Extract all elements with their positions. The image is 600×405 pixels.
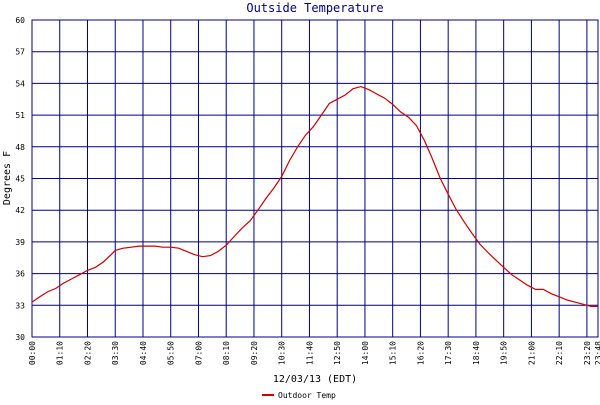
y-tick-label: 48 bbox=[15, 143, 25, 152]
y-tick-label: 42 bbox=[15, 206, 25, 215]
series-line-outdoor-temp bbox=[31, 85, 598, 307]
series-layer bbox=[31, 85, 598, 307]
x-axis-label: 12/03/13 (EDT) bbox=[273, 374, 357, 385]
x-tick-label: 18:40 bbox=[472, 341, 481, 365]
y-tick-label: 45 bbox=[15, 175, 25, 184]
y-tick-label: 51 bbox=[15, 111, 25, 120]
x-tick-label: 09:20 bbox=[250, 341, 259, 365]
x-tick-label: 22:10 bbox=[555, 341, 564, 365]
legend: Outdoor Temp bbox=[262, 391, 336, 400]
y-axis-label: Degrees F bbox=[2, 151, 13, 205]
x-tick-label: 05:50 bbox=[167, 341, 176, 365]
x-tick-label: 17:30 bbox=[444, 341, 453, 365]
chart-title: Outside Temperature bbox=[246, 1, 383, 15]
x-tick-label: 11:40 bbox=[305, 341, 314, 365]
x-tick-label: 12:50 bbox=[333, 341, 342, 365]
x-tick-label: 23:48 bbox=[594, 341, 600, 365]
x-tick-label: 15:10 bbox=[389, 341, 398, 365]
x-tick-label: 04:40 bbox=[139, 341, 148, 365]
x-tick-label: 00:00 bbox=[28, 341, 37, 365]
x-tick-label: 16:20 bbox=[416, 341, 425, 365]
x-tick-label: 02:20 bbox=[83, 341, 92, 365]
x-tick-label: 23:20 bbox=[583, 341, 592, 365]
y-tick-label: 36 bbox=[15, 270, 25, 279]
y-tick-label: 54 bbox=[15, 79, 25, 88]
x-tick-label: 03:30 bbox=[111, 341, 120, 365]
x-tick-label: 07:00 bbox=[194, 341, 203, 365]
x-tick-label: 10:30 bbox=[278, 341, 287, 365]
y-tick-label: 39 bbox=[15, 238, 25, 247]
x-tick-layer: 00:00 01:10 02:20 03:30 04:40 05:50 07:00 08:10… bbox=[28, 341, 600, 365]
y-tick-layer: 30 33 36 39 42 45 48 51 54 57 60 bbox=[15, 16, 25, 342]
grid-layer bbox=[31, 19, 599, 338]
y-tick-label: 33 bbox=[15, 301, 25, 310]
x-tick-label: 21:00 bbox=[527, 341, 536, 365]
y-tick-label: 57 bbox=[15, 48, 25, 57]
x-tick-label: 19:50 bbox=[500, 341, 509, 365]
legend-label-outdoor-temp: Outdoor Temp bbox=[278, 391, 336, 400]
y-tick-label: 60 bbox=[15, 16, 25, 25]
x-tick-label: 14:00 bbox=[361, 341, 370, 365]
y-tick-label: 30 bbox=[15, 333, 25, 342]
x-tick-label: 01:10 bbox=[56, 341, 65, 365]
x-tick-label: 08:10 bbox=[222, 341, 231, 365]
